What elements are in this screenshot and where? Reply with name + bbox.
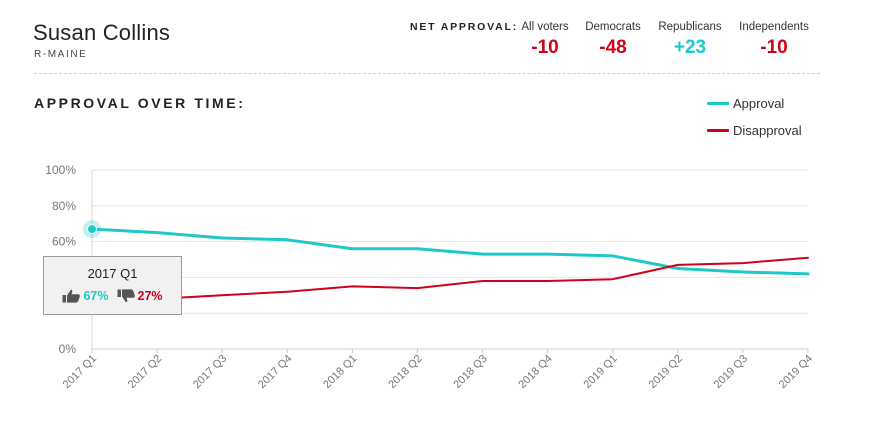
chart-grid	[91, 169, 808, 350]
x-tick-label: 2017 Q2	[126, 353, 164, 391]
net-approval-all-voters: All voters -10	[500, 21, 590, 59]
y-tick-label: 0%	[59, 342, 77, 356]
senator-name: Susan Collins	[33, 20, 171, 45]
y-tick-label: 80%	[52, 199, 76, 213]
legend-swatch-disapproval	[707, 129, 729, 132]
chart-tooltip: 2017 Q1 67% 27%	[43, 256, 182, 315]
tooltip-approve-value: 67%	[83, 289, 109, 303]
x-tick-label: 2017 Q4	[256, 353, 294, 391]
x-tick-label: 2017 Q3	[191, 353, 229, 391]
net-group-label: Republicans	[658, 21, 722, 33]
net-approval-independents: Independents -10	[729, 21, 819, 59]
header-divider	[34, 73, 820, 74]
x-tick-label: 2018 Q2	[386, 353, 424, 391]
x-tick-label: 2018 Q1	[321, 353, 359, 391]
legend-label: Approval	[733, 96, 785, 111]
series-line-disapproval	[91, 256, 809, 302]
net-group-value: +23	[673, 37, 707, 58]
legend-label: Disapproval	[733, 123, 802, 138]
x-tick-label: 2019 Q4	[777, 353, 815, 391]
x-tick-label: 2018 Q3	[451, 353, 489, 391]
net-approval-republicans: Republicans +23	[645, 21, 735, 59]
section-title: APPROVAL OVER TIME:	[34, 95, 246, 111]
chart-series	[90, 227, 810, 302]
x-tick-label: 2018 Q4	[516, 353, 554, 391]
legend-swatch-approval	[707, 102, 729, 105]
y-axis-ticks: 0% 60% 80% 100%	[45, 163, 76, 356]
y-tick-label: 100%	[45, 163, 76, 177]
highlight-point	[87, 224, 97, 235]
net-group-value: -48	[599, 37, 627, 58]
net-group-value: -10	[760, 37, 788, 58]
net-group-label: All voters	[521, 21, 569, 33]
tooltip-values: 67% 27%	[44, 289, 181, 303]
net-group-label: Democrats	[585, 21, 641, 33]
x-tick-label: 2019 Q1	[582, 353, 620, 391]
series-line-approval	[90, 227, 810, 276]
x-tick-label: 2019 Q2	[647, 353, 685, 391]
net-approval-democrats: Democrats -48	[568, 21, 658, 59]
senator-state: R-MAINE	[34, 49, 88, 60]
legend-item-approval: Approval	[707, 96, 784, 111]
x-tick-label: 2017 Q1	[61, 353, 99, 391]
x-tick-label: 2019 Q3	[712, 353, 750, 391]
net-group-value: -10	[531, 37, 559, 58]
tooltip-title: 2017 Q1	[87, 266, 138, 281]
net-group-label: Independents	[739, 21, 809, 33]
highlight-marker	[83, 220, 101, 239]
thumbs-up-icon	[62, 289, 81, 303]
x-axis-ticks: 2017 Q1 2017 Q2 2017 Q3 2017 Q4 2018 Q1 2018 …	[61, 349, 815, 391]
net-approval-label: NET APPROVAL:	[410, 21, 518, 33]
legend-item-disapproval: Disapproval	[707, 123, 802, 138]
tooltip-disapprove-value: 27%	[137, 289, 163, 303]
y-tick-label: 60%	[52, 235, 76, 249]
thumbs-down-icon	[117, 289, 135, 303]
